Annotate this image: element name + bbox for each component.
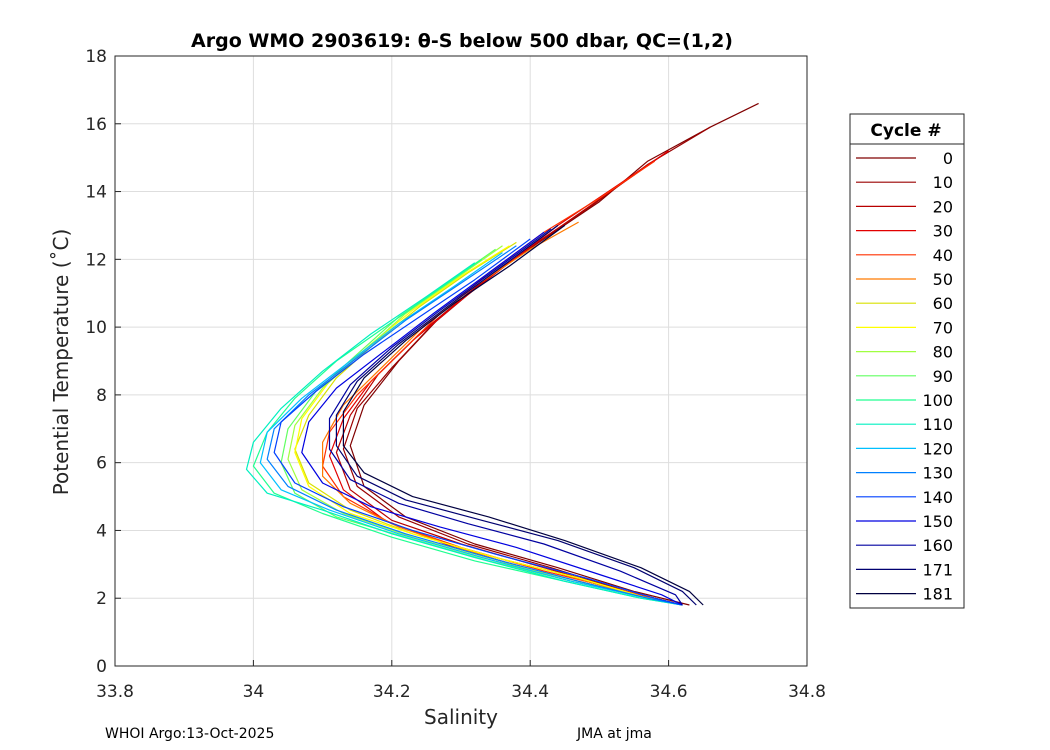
series-line-cycle-160 bbox=[328, 228, 683, 606]
legend-label-10: 10 bbox=[933, 173, 953, 192]
legend-entries: 0 10 20 30 40 50 60 70 80 90 100 110 120 130 140 150 160… bbox=[856, 149, 953, 604]
series-line-cycle-50 bbox=[322, 221, 683, 606]
x-tick-label: 34.4 bbox=[511, 682, 549, 702]
legend-title: Cycle # bbox=[870, 121, 941, 141]
legend-label-100: 100 bbox=[922, 391, 953, 410]
footer-left: WHOI Argo:13-Oct-2025 bbox=[105, 726, 275, 742]
legend-label-60: 60 bbox=[933, 294, 953, 313]
legend-box bbox=[849, 113, 965, 609]
y-tick-label: 18 bbox=[85, 47, 107, 67]
y-tick-label: 14 bbox=[85, 183, 107, 203]
x-axis-ticks: 33.8 34 34.2 34.4 34.6 34.8 bbox=[96, 660, 826, 702]
y-tick-label: 6 bbox=[96, 454, 107, 474]
series-line-cycle-150 bbox=[301, 231, 683, 606]
series-line-cycle-130 bbox=[266, 245, 683, 606]
legend-label-70: 70 bbox=[933, 318, 953, 337]
legend-label-181: 181 bbox=[922, 585, 953, 604]
legend-label-80: 80 bbox=[933, 343, 953, 362]
y-tick-label: 2 bbox=[96, 589, 107, 609]
series-line-cycle-140 bbox=[273, 238, 683, 606]
y-tick-label: 8 bbox=[96, 386, 107, 406]
plot-frame bbox=[114, 55, 808, 667]
legend-label-20: 20 bbox=[933, 197, 953, 216]
legend-label-40: 40 bbox=[933, 246, 953, 265]
x-tick-label: 33.8 bbox=[96, 682, 134, 702]
series-line-cycle-70 bbox=[294, 245, 683, 606]
legend: Cycle # 0 10 20 30 40 50 60 70 80 90 100 110 120 130 1… bbox=[849, 113, 965, 609]
legend-label-110: 110 bbox=[922, 415, 953, 434]
series-line-cycle-181 bbox=[342, 224, 704, 606]
x-tick-label: 34.8 bbox=[788, 682, 826, 702]
x-tick-label: 34.2 bbox=[373, 682, 411, 702]
legend-label-30: 30 bbox=[933, 222, 953, 241]
y-axis-label: Potential Temperature (˚C) bbox=[49, 229, 73, 496]
legend-label-150: 150 bbox=[922, 512, 953, 531]
series-line-cycle-40 bbox=[322, 160, 683, 606]
chart-title: Argo WMO 2903619: θ-S below 500 dbar, QC… bbox=[191, 30, 733, 52]
legend-label-160: 160 bbox=[922, 536, 953, 555]
legend-label-140: 140 bbox=[922, 488, 953, 507]
legend-label-50: 50 bbox=[933, 270, 953, 289]
legend-label-90: 90 bbox=[933, 367, 953, 386]
y-tick-label: 16 bbox=[85, 115, 107, 135]
series-line-cycle-60 bbox=[294, 241, 683, 606]
y-tick-label: 12 bbox=[85, 250, 107, 270]
series-line-cycle-110 bbox=[245, 262, 683, 606]
series-line-cycle-171 bbox=[335, 224, 697, 606]
legend-label-0: 0 bbox=[943, 149, 953, 168]
x-tick-label: 34.6 bbox=[650, 682, 688, 702]
series-lines bbox=[245, 102, 759, 606]
y-tick-label: 4 bbox=[96, 521, 107, 541]
legend-label-171: 171 bbox=[922, 560, 953, 579]
footer-right: JMA at jma bbox=[577, 726, 652, 742]
x-tick-label: 34 bbox=[243, 682, 265, 702]
grid bbox=[115, 56, 807, 666]
y-axis-ticks: 0 2 4 6 8 10 12 14 16 18 bbox=[85, 47, 121, 677]
y-tick-label: 0 bbox=[96, 657, 107, 677]
series-line-cycle-90 bbox=[280, 248, 683, 606]
y-tick-label: 10 bbox=[85, 318, 107, 338]
x-axis-label: Salinity bbox=[424, 705, 498, 729]
legend-label-130: 130 bbox=[922, 464, 953, 483]
legend-label-120: 120 bbox=[922, 439, 953, 458]
series-line-cycle-120 bbox=[259, 252, 683, 606]
series-line-cycle-20 bbox=[335, 150, 683, 606]
